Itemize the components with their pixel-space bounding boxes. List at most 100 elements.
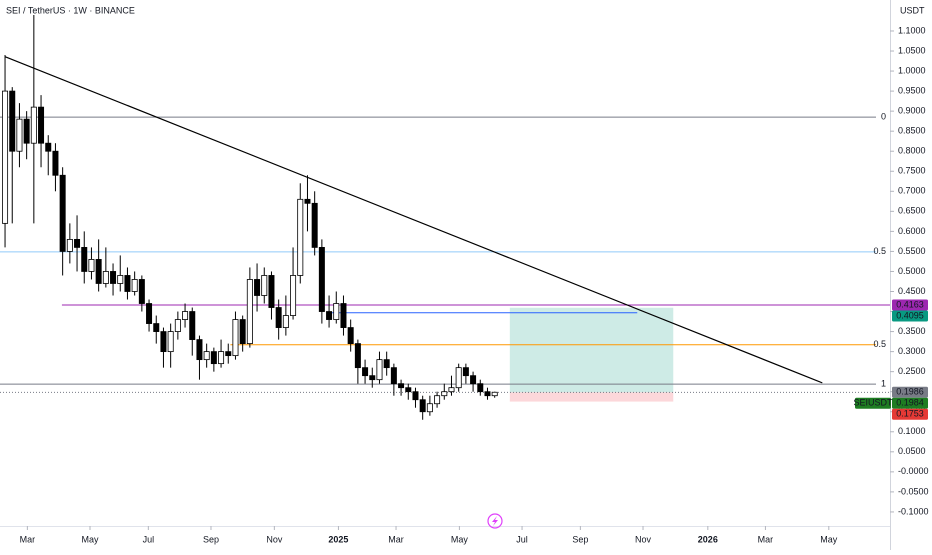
fib-level-label: 1: [881, 378, 886, 388]
y-tick-label: -0.0500: [898, 486, 929, 496]
price-axis-unit: USDT: [900, 5, 925, 15]
candle-body: [182, 311, 189, 320]
x-tick-label: 2026: [698, 534, 718, 544]
x-tick-label: Sep: [572, 534, 588, 544]
trendline: [4, 56, 823, 384]
candle-body: [340, 303, 347, 328]
candle-body: [311, 202, 318, 248]
y-tick-label: 0.9000: [898, 106, 926, 116]
price-label: 0.1986: [896, 387, 924, 397]
candle-body: [261, 275, 268, 296]
x-tick-label: May: [451, 534, 469, 544]
candle-body: [189, 311, 196, 340]
y-tick-label: 1.0000: [898, 65, 926, 75]
candle-body: [290, 275, 297, 316]
candle-body: [232, 319, 239, 357]
candle-body: [210, 351, 217, 365]
price-label: 0.1753: [896, 409, 924, 419]
x-tick-label: Mar: [388, 534, 404, 544]
position-target-zone: [509, 307, 674, 393]
chart-title: SEI / TetherUS · 1W · BINANCE: [6, 5, 135, 15]
candle-body: [167, 331, 174, 353]
candle-body: [477, 383, 484, 393]
candle-body: [218, 351, 225, 365]
price-label-box: [892, 408, 928, 420]
candle-body: [412, 391, 419, 401]
candle-body: [254, 279, 261, 296]
candle-body: [448, 387, 455, 393]
y-tick-label: 0.5500: [898, 246, 926, 256]
candle-body: [268, 275, 275, 308]
candle-body: [81, 247, 88, 272]
candle-body: [470, 375, 477, 385]
position-stop-zone: [509, 392, 674, 402]
candle-body: [405, 387, 412, 393]
x-tick-label: May: [820, 534, 838, 544]
candle-body: [131, 279, 138, 292]
y-tick-label: 0.9500: [898, 85, 926, 95]
candle-body: [347, 327, 354, 345]
candle-body: [59, 174, 66, 252]
candle-body: [369, 375, 376, 381]
candle-body: [9, 90, 16, 152]
candle-body: [304, 198, 311, 204]
x-tick-label: Jul: [143, 534, 155, 544]
candle-body: [246, 279, 253, 345]
candle-body: [45, 142, 52, 152]
x-tick-label: May: [82, 534, 100, 544]
x-tick-label: Sep: [203, 534, 219, 544]
candle-body: [203, 351, 210, 361]
price-label: 0.4095: [896, 310, 924, 320]
candle-body: [297, 198, 304, 276]
candle-body: [74, 238, 81, 248]
y-tick-label: 0.7000: [898, 186, 926, 196]
candle-body: [146, 303, 153, 324]
fib-level-label: 0.5: [873, 339, 886, 349]
candle-body: [484, 391, 491, 397]
candle-body: [30, 106, 37, 144]
candle-body: [239, 319, 246, 345]
candle-body: [196, 339, 203, 361]
x-tick-label: 2025: [328, 534, 348, 544]
candle-body: [23, 118, 30, 144]
y-tick-label: 0.6500: [898, 206, 926, 216]
lightning-icon: [487, 513, 503, 529]
y-tick-label: 0.3000: [898, 346, 926, 356]
y-tick-label: 0.4500: [898, 286, 926, 296]
candle-body: [95, 259, 102, 284]
y-tick-label: 0.2500: [898, 366, 926, 376]
candle-body: [390, 367, 397, 385]
candle-body: [282, 315, 289, 328]
candle-body: [326, 311, 333, 320]
candle-body: [491, 391, 498, 397]
candle-body: [2, 90, 9, 224]
candle-body: [455, 367, 462, 389]
y-tick-label: 0.3500: [898, 326, 926, 336]
candle-body: [318, 247, 325, 312]
x-tick-label: Nov: [635, 534, 652, 544]
candle-body: [275, 307, 282, 328]
price-label-box: [892, 386, 928, 398]
candle-body: [426, 403, 433, 413]
price-label-box: [892, 310, 928, 322]
x-tick-label: Mar: [758, 534, 774, 544]
candle-body: [462, 367, 469, 377]
fib-level-label: 0: [881, 112, 886, 122]
y-tick-label: 1.1000: [898, 25, 926, 35]
candle-body: [117, 275, 124, 284]
y-tick-label: 0.1000: [898, 426, 926, 436]
x-tick-label: Nov: [266, 534, 283, 544]
candle-body: [102, 271, 109, 284]
y-tick-label: -0.0000: [898, 466, 929, 476]
y-tick-label: 0.5000: [898, 266, 926, 276]
y-tick-label: 0.0500: [898, 446, 926, 456]
y-tick-label: 0.8500: [898, 126, 926, 136]
price-label-box: [892, 397, 928, 409]
candle-body: [441, 391, 448, 397]
candle-body: [419, 399, 426, 413]
candle-body: [138, 279, 145, 304]
candle-body: [434, 395, 441, 405]
candle-body: [174, 319, 181, 332]
